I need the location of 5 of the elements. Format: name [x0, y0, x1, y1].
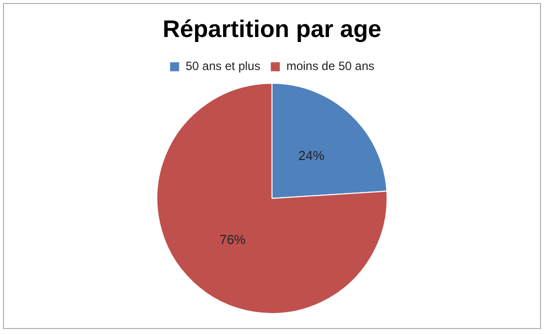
- legend-label: moins de 50 ans: [286, 59, 374, 74]
- data-label: 76%: [220, 232, 246, 247]
- data-label: 24%: [298, 148, 325, 164]
- chart-title: Répartition par age: [162, 16, 382, 44]
- legend-label: 50 ans et plus: [186, 59, 260, 74]
